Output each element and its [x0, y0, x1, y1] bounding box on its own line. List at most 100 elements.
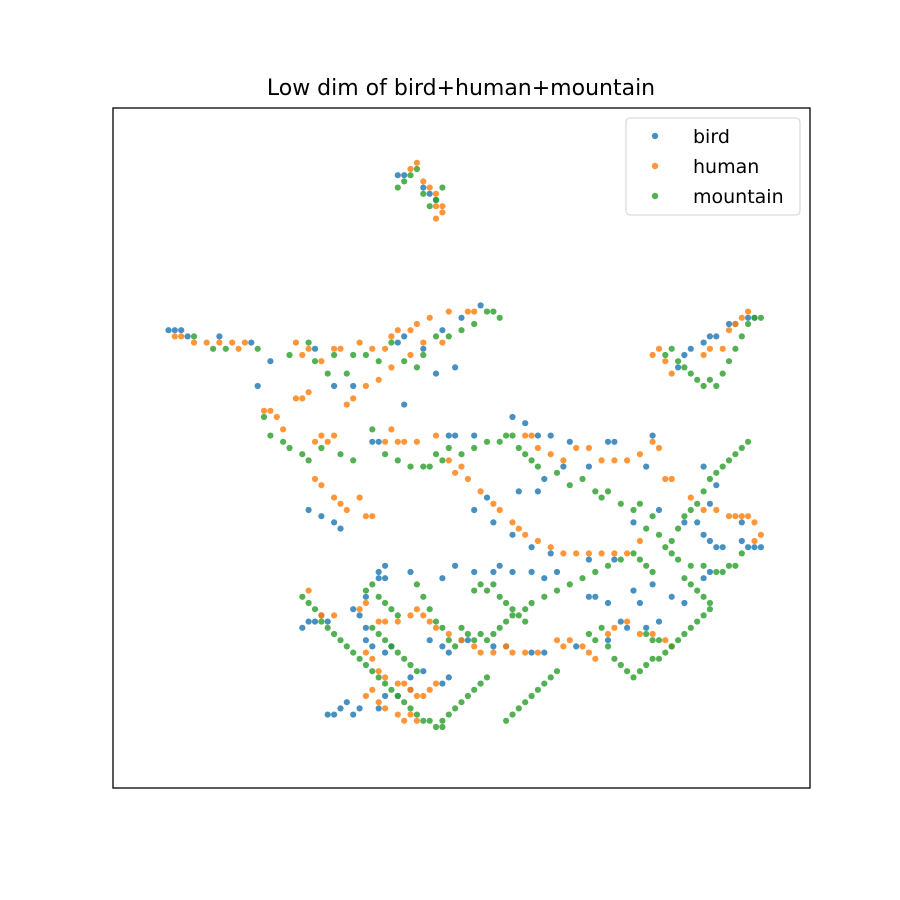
point-human-167: [407, 165, 414, 173]
point-bird-134: [394, 172, 401, 179]
point-mountain-26: [280, 438, 287, 445]
point-human-74: [573, 444, 580, 452]
point-human-81: [668, 475, 675, 483]
point-mountain-152: [337, 637, 344, 644]
point-bird-79: [382, 575, 389, 582]
point-human-106: [318, 482, 325, 489]
point-human-26: [420, 339, 427, 346]
point-mountain-159: [382, 680, 389, 687]
point-human-148: [362, 649, 369, 656]
point-mountain-43: [471, 444, 478, 452]
point-human-170: [426, 184, 433, 191]
point-human-22: [445, 308, 452, 315]
point-mountain-21: [483, 308, 491, 315]
point-bird-105: [439, 643, 446, 650]
point-human-128: [471, 643, 478, 650]
point-human-122: [413, 606, 420, 613]
point-human-82: [687, 494, 694, 501]
point-bird-129: [382, 692, 389, 700]
point-bird-146: [630, 587, 637, 594]
point-mountain-77: [700, 593, 707, 600]
point-mountain-147: [305, 599, 312, 607]
point-bird-84: [471, 568, 478, 576]
point-mountain-75: [687, 581, 694, 588]
point-human-130: [490, 649, 497, 656]
point-human-85: [725, 513, 733, 520]
point-human-29: [375, 376, 382, 383]
point-mountain-86: [662, 649, 669, 656]
point-human-143: [624, 618, 631, 625]
point-mountain-1: [210, 345, 217, 352]
point-mountain-60: [636, 500, 644, 507]
point-human-127: [458, 637, 465, 644]
point-bird-120: [407, 674, 414, 681]
point-human-11: [318, 358, 325, 365]
point-mountain-184: [413, 668, 420, 675]
point-mountain-35: [394, 457, 401, 464]
point-mountain-155: [356, 655, 363, 662]
point-mountain-215: [413, 581, 420, 588]
point-human-36: [273, 413, 280, 421]
point-mountain-62: [643, 525, 650, 532]
point-mountain-228: [509, 606, 516, 613]
point-mountain-154: [350, 649, 357, 656]
point-mountain-144: [738, 444, 745, 452]
point-mountain-168: [439, 723, 446, 731]
point-bird-30: [604, 438, 612, 445]
point-mountain-163: [407, 705, 414, 712]
point-mountain-54: [579, 475, 586, 483]
point-human-164: [401, 717, 408, 724]
point-bird-139: [643, 624, 650, 631]
point-human-166: [413, 717, 420, 724]
point-human-37: [267, 407, 274, 414]
point-human-163: [394, 711, 401, 718]
point-mountain-222: [471, 587, 478, 594]
point-mountain-105: [534, 686, 542, 693]
point-mountain-92: [649, 637, 656, 644]
point-bird-117: [350, 606, 357, 613]
point-mountain-30: [318, 444, 325, 452]
point-bird-3: [184, 333, 191, 340]
point-mountain-65: [668, 550, 675, 557]
point-human-47: [401, 438, 408, 445]
point-mountain-219: [439, 624, 446, 631]
point-bird-26: [522, 420, 529, 427]
point-human-131: [503, 643, 510, 650]
point-mountain-118: [503, 618, 510, 625]
point-human-28: [388, 364, 395, 371]
point-human-137: [566, 637, 573, 644]
point-bird-132: [439, 680, 446, 687]
point-mountain-73: [738, 550, 745, 557]
point-mountain-4: [286, 351, 293, 359]
point-bird-107: [369, 643, 376, 650]
point-mountain-186: [369, 581, 376, 588]
point-bird-34: [541, 475, 548, 483]
point-human-165: [407, 711, 414, 718]
point-human-33: [305, 389, 312, 396]
point-mountain-158: [375, 674, 382, 681]
point-mountain-226: [496, 593, 503, 600]
point-bird-62: [649, 432, 656, 439]
point-bird-88: [528, 568, 535, 576]
point-mountain-42: [458, 451, 465, 458]
point-bird-28: [547, 432, 554, 439]
point-mountain-59: [630, 506, 637, 514]
point-human-3: [203, 339, 210, 346]
point-mountain-48: [515, 444, 522, 452]
point-bird-38: [471, 506, 478, 514]
point-human-100: [662, 358, 669, 365]
point-human-68: [636, 537, 644, 545]
point-mountain-153: [343, 643, 350, 650]
point-mountain-217: [426, 606, 433, 613]
point-mountain-22: [490, 308, 497, 315]
point-human-41: [318, 432, 325, 439]
point-mountain-25: [267, 432, 274, 439]
point-human-146: [662, 637, 669, 644]
point-human-49: [432, 432, 440, 439]
point-mountain-3: [254, 345, 261, 352]
point-bird-136: [420, 184, 427, 191]
point-mountain-9: [343, 370, 350, 377]
point-human-23: [464, 308, 471, 315]
point-mountain-187: [375, 593, 382, 600]
point-bird-133: [445, 674, 452, 681]
